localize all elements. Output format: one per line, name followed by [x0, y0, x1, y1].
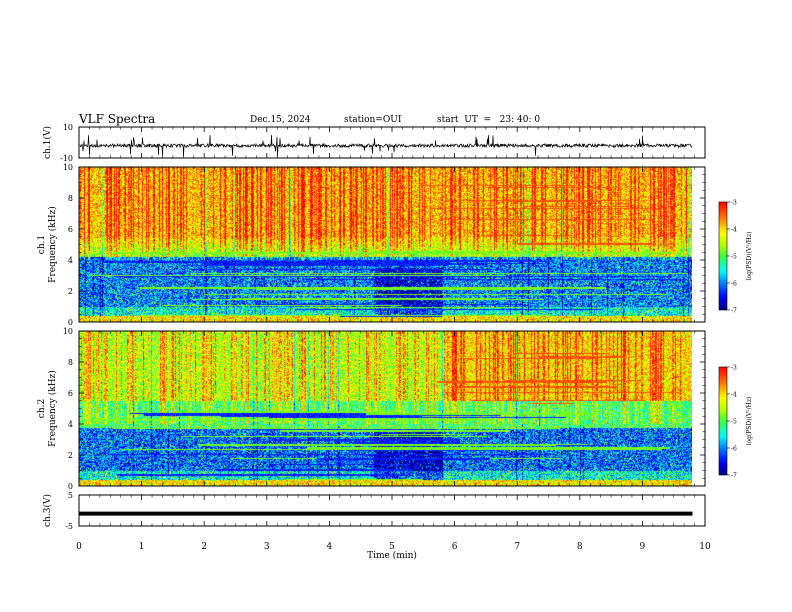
ch3-ytick-label: 5	[68, 491, 73, 500]
date-label: Dec.15, 2024	[250, 115, 311, 125]
ch1-ylabel-freq: Frequency (kHz)	[47, 206, 58, 283]
xtick-label: 10	[699, 542, 711, 552]
xtick-label: 2	[201, 542, 207, 552]
ch2-spectrogram-image	[79, 331, 692, 486]
xtick-label: 8	[577, 542, 583, 552]
ch1-ylabel: ch.1(V)	[42, 126, 53, 159]
ch2-colorbar	[718, 366, 728, 476]
ch1-spectrogram-image	[79, 167, 692, 322]
ch3-ylabel: ch.3(V)	[42, 494, 53, 527]
ch1-waveform-trace	[79, 134, 693, 157]
ch2-ytick-label: 4	[68, 420, 73, 429]
ch3-ytick-label: -5	[65, 522, 73, 531]
ch1-ytick-label: 8	[68, 194, 73, 203]
ch2-colorbar-tick-label: -5	[731, 419, 737, 426]
ch1-ytick-label: 4	[68, 256, 73, 265]
xtick-label: 3	[264, 542, 270, 552]
ch2-ylabel-channel: ch.2	[37, 399, 47, 418]
ch2-ytick-label: 2	[68, 451, 73, 460]
xaxis-label: Time (min)	[367, 550, 417, 561]
ch1-colorbar-tick-label: -5	[731, 254, 737, 261]
ch1-spectrogram-canvas	[79, 167, 692, 322]
ch2-ytick-label: 10	[63, 327, 73, 336]
station-label: station=OUI	[344, 115, 402, 125]
ch2-colorbar-tick-label: -7	[731, 473, 737, 480]
ch2-colorbar-tick-label: -3	[731, 365, 737, 372]
ch1-colorbar-tick-label: -4	[731, 227, 737, 234]
ch2-spectrogram-canvas	[79, 331, 692, 486]
ch2-ytick-label: 0	[68, 482, 73, 491]
ch2-ylabel-freq: Frequency (kHz)	[47, 370, 58, 447]
ch2-colorbar-tick-label: -4	[731, 392, 737, 399]
ch1-ytick-label: 10	[63, 163, 73, 172]
ch2-ytick-label: 6	[68, 389, 73, 398]
ch1-ytick-label: 0	[68, 318, 73, 327]
ch1-ytick-label: 10	[63, 123, 73, 132]
xtick-label: 1	[139, 542, 145, 552]
xtick-label: 6	[452, 542, 458, 552]
ch1-colorbar	[718, 201, 728, 311]
xtick-label: 9	[640, 542, 646, 552]
ch2-ytick-label: 8	[68, 358, 73, 367]
ch1-ytick-label: 2	[68, 287, 73, 296]
ch2-colorbar-tick-label: -6	[731, 446, 737, 453]
xtick-label: 5	[389, 542, 395, 552]
ch2-colorbar-label: log(PSD)(V²/Hz)	[746, 397, 753, 446]
ch1-ylabel-channel: ch.1	[37, 235, 47, 254]
xtick-label: 7	[514, 542, 520, 552]
figure-title: VLF Spectra	[79, 112, 156, 126]
ch1-colorbar-tick-label: -6	[731, 281, 737, 288]
ch1-colorbar-label: log(PSD)(V²/Hz)	[746, 232, 753, 281]
ch1-ytick-label: -10	[60, 154, 73, 163]
xtick-label: 4	[327, 542, 333, 552]
ch1-ytick-label: 6	[68, 225, 73, 234]
ch1-colorbar-tick-label: -7	[731, 308, 737, 315]
start-time-label: start UT = 23: 40: 0	[437, 115, 541, 125]
ch1-colorbar-tick-label: -3	[731, 200, 737, 207]
xtick-label: 0	[76, 542, 82, 552]
